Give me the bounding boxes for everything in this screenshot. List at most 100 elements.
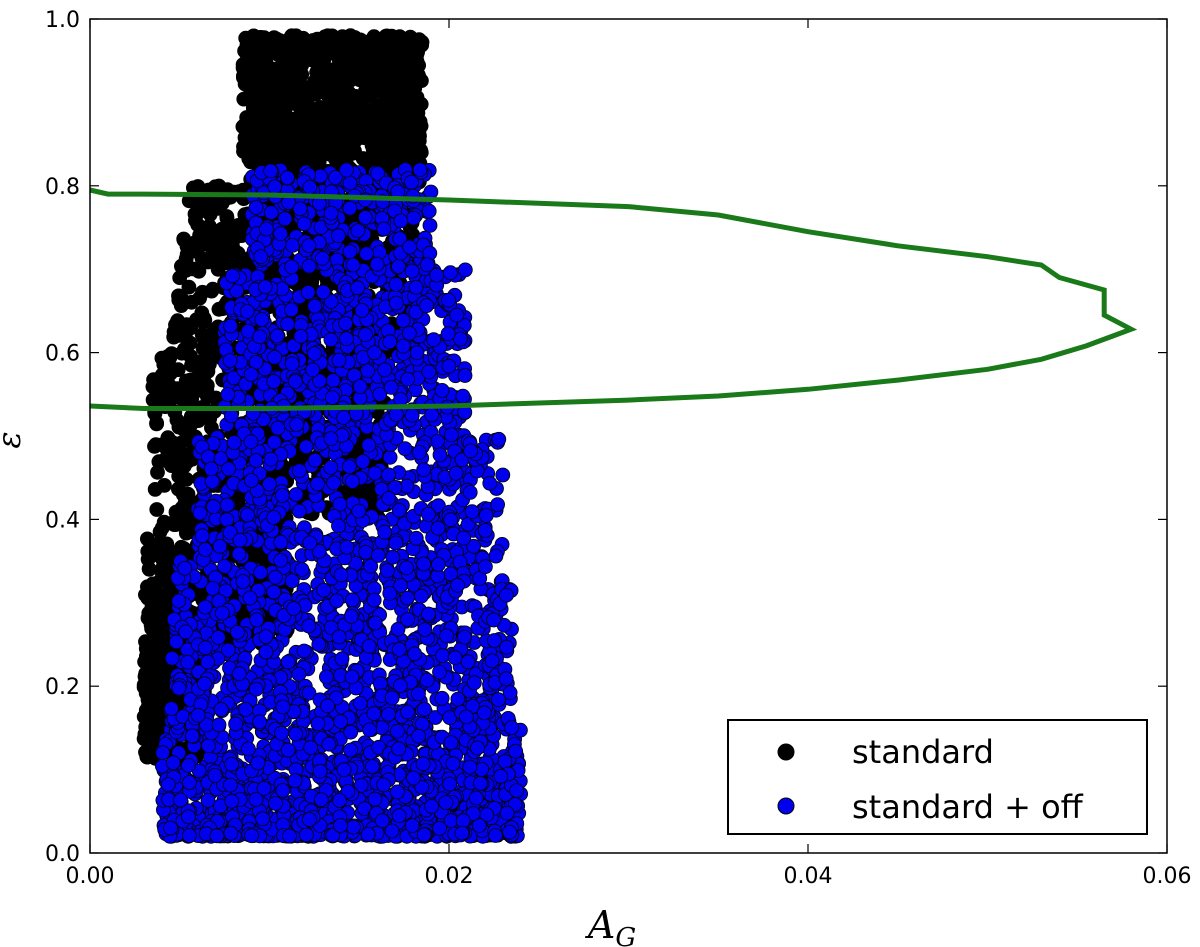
point-standard (200, 361, 216, 377)
point-standard (297, 47, 313, 62)
point-standard (191, 263, 207, 279)
point-standard-off (291, 666, 307, 682)
point-standard (348, 35, 364, 51)
point-standard-off (382, 449, 398, 465)
point-standard (204, 228, 220, 244)
point-standard (175, 262, 191, 278)
point-standard (288, 28, 304, 44)
point-standard (349, 59, 365, 75)
point-standard (164, 458, 179, 474)
point-standard-off (455, 388, 471, 404)
point-standard (148, 437, 164, 453)
point-standard (199, 387, 215, 403)
point-standard-off (482, 475, 498, 491)
point-standard-off (448, 465, 464, 481)
point-standard-off (400, 612, 416, 627)
point-standard (192, 238, 208, 254)
point-standard (328, 41, 344, 57)
point-standard (364, 123, 380, 139)
point-standard (149, 502, 165, 517)
point-standard-off (263, 205, 279, 221)
point-standard (178, 418, 194, 434)
point-standard (376, 125, 392, 141)
point-standard-off (267, 349, 283, 365)
point-standard-off (285, 237, 300, 253)
point-standard-off (490, 692, 506, 707)
point-standard (170, 362, 186, 378)
point-standard-off (211, 630, 226, 645)
point-standard (318, 60, 334, 76)
point-standard (408, 39, 424, 55)
point-standard (236, 91, 252, 107)
point-standard-off (411, 686, 426, 702)
point-standard (204, 283, 220, 299)
point-standard (193, 199, 209, 215)
point-standard-off (488, 548, 504, 564)
point-standard-off (266, 434, 282, 450)
point-standard-off (417, 622, 433, 637)
point-standard (296, 93, 312, 109)
point-standard-off (450, 691, 466, 707)
point-standard-off (441, 292, 456, 308)
point-standard (261, 107, 277, 122)
point-standard-off (344, 592, 360, 608)
point-standard (156, 352, 172, 368)
point-standard (145, 576, 161, 592)
point-standard (294, 112, 310, 128)
point-standard (153, 606, 169, 621)
point-standard (186, 377, 202, 393)
point-standard (265, 87, 281, 103)
point-standard (166, 514, 182, 530)
point-standard (156, 477, 172, 493)
point-standard (409, 90, 425, 105)
point-standard (170, 440, 186, 456)
point-standard-off (238, 702, 254, 717)
point-standard (282, 56, 298, 72)
point-standard (342, 86, 358, 102)
point-standard (141, 643, 157, 659)
point-standard (178, 471, 194, 487)
point-standard-off (342, 244, 358, 260)
point-standard (274, 130, 290, 146)
point-standard (368, 139, 384, 154)
point-standard-off (329, 593, 345, 609)
point-standard (412, 128, 427, 144)
point-standard (140, 590, 156, 606)
point-standard-off (280, 316, 296, 332)
point-standard (342, 127, 358, 143)
point-standard (278, 71, 294, 87)
point-standard (361, 150, 377, 166)
point-standard-off (497, 754, 513, 769)
point-standard (368, 53, 384, 69)
point-standard-off (310, 476, 326, 492)
point-standard-off (490, 497, 506, 513)
point-standard (324, 28, 340, 44)
point-standard (207, 254, 223, 269)
point-standard (248, 106, 264, 122)
point-standard-off (457, 368, 473, 383)
point-standard (144, 621, 160, 636)
point-standard (139, 680, 155, 695)
point-standard (187, 355, 203, 371)
point-standard (294, 126, 310, 142)
point-standard (410, 105, 426, 121)
point-standard (272, 146, 288, 161)
point-standard (305, 33, 321, 48)
point-standard (225, 238, 240, 254)
point-standard (243, 53, 259, 68)
point-standard (219, 209, 235, 224)
point-standard-off (422, 217, 438, 233)
point-standard-off (430, 433, 445, 449)
point-standard (379, 28, 395, 44)
point-standard (189, 312, 205, 328)
point-standard (179, 338, 195, 354)
point-standard-off (253, 565, 269, 580)
point-standard (322, 90, 338, 105)
point-standard (230, 217, 246, 233)
point-standard (276, 42, 292, 57)
point-standard (180, 486, 196, 502)
point-standard (150, 464, 165, 480)
point-standard (160, 430, 176, 446)
point-standard (142, 546, 158, 561)
